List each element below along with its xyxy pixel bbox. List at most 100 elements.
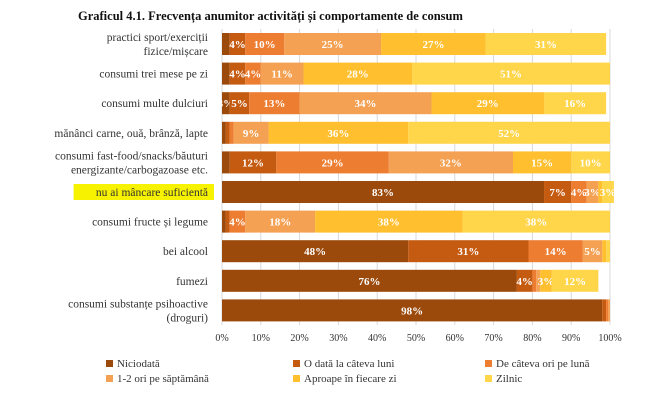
bar-segment [225, 121, 230, 144]
chart-title: Graficul 4.1. Frecvența anumitor activit… [78, 9, 463, 24]
data-label: 4% [229, 69, 246, 81]
category-label: consumi multe dulciuri [101, 98, 208, 110]
bar-segment [222, 299, 603, 322]
bar-segment [408, 121, 610, 144]
bar-segment [602, 299, 607, 322]
data-label: 98% [401, 305, 423, 317]
bar-segment [571, 151, 610, 174]
data-label: 3% [538, 276, 555, 288]
bar-segment [229, 62, 246, 85]
bar-segment [222, 151, 230, 174]
data-label: 7% [549, 187, 566, 199]
category-label: mănânci carne, ouă, brânză, lapte [54, 128, 208, 140]
legend-label: O dată la câteva luni [304, 358, 394, 370]
bar-segment [229, 121, 234, 144]
category-label-line: practici sport/exerciții [107, 32, 208, 44]
bar-segment [222, 62, 230, 85]
category-label-line: consumi substanțe psihoactive [68, 298, 208, 310]
x-tick-label: 60% [446, 333, 464, 344]
bar-segment [516, 269, 533, 292]
bar-segment [222, 121, 226, 144]
bar-segment [602, 240, 607, 263]
legend-swatch [293, 360, 300, 367]
data-label: 31% [535, 39, 557, 51]
category-label-line: fizice/mișcare [144, 46, 209, 58]
bar-segment [229, 33, 246, 55]
data-label: 5% [231, 98, 248, 110]
x-tick-label: 10% [252, 333, 270, 344]
bar-segment [245, 33, 285, 55]
data-label: 25% [322, 39, 344, 51]
bar-segment [544, 92, 607, 115]
bar-segment [222, 210, 226, 233]
data-label: 13% [263, 98, 285, 110]
data-label: 32% [440, 157, 462, 169]
x-tick-label: 70% [484, 333, 502, 344]
bar-segment [528, 240, 583, 263]
data-label: 9% [243, 128, 260, 140]
bar-segment [229, 210, 246, 233]
x-tick-label: 80% [523, 333, 541, 344]
legend-swatch [485, 375, 492, 382]
bar-segment [513, 151, 572, 174]
category-label: fumezi [176, 276, 208, 288]
category-label: consumi fast-food/snacks/băuturi energiza… [55, 150, 208, 176]
category-label: consumi trei mese pe zi [99, 69, 208, 81]
data-label: 4% [229, 217, 246, 229]
bar-segment [540, 269, 552, 292]
bar-segment [233, 121, 269, 144]
bar-segment [551, 269, 599, 292]
legend-label: 1-2 ori pe săptămână [117, 373, 209, 385]
data-label: 5% [584, 246, 601, 258]
data-label: 52% [498, 128, 520, 140]
bar-segment [412, 62, 610, 85]
bar-segment [260, 62, 304, 85]
bar-segment [381, 33, 486, 55]
bar-segment [222, 269, 517, 292]
legend-swatch [293, 375, 300, 382]
data-label: 15% [531, 157, 553, 169]
legend-label: Zilnic [496, 373, 522, 385]
category-label: bei alcool [163, 246, 208, 258]
bar-segment [408, 240, 529, 263]
data-label: 34% [355, 98, 377, 110]
bar-segment [388, 151, 513, 174]
data-label: 10% [254, 39, 276, 51]
bar-segment [299, 92, 432, 115]
category-label-line: energizante/carbogazoase etc. [71, 164, 208, 176]
category-label: consumi substanțe psihoactive (droguri) [68, 298, 208, 324]
bar-segment [268, 121, 409, 144]
x-tick-label: 30% [329, 333, 347, 344]
bar-segment [598, 181, 603, 203]
bar-segment [276, 151, 389, 174]
data-label: 11% [271, 69, 292, 81]
data-label: 83% [372, 187, 394, 199]
legend-swatch [485, 360, 492, 367]
legend: Niciodată O dată la câteva luni De câteva … [106, 358, 590, 385]
data-label: 36% [327, 128, 349, 140]
bar-segment [544, 181, 572, 203]
data-label: 76% [358, 276, 380, 288]
bar-segment [222, 181, 545, 203]
bar-segment [245, 62, 261, 85]
data-label: 3% [600, 187, 617, 199]
data-label: 51% [500, 69, 522, 81]
data-label: 4% [245, 69, 262, 81]
bar-segment [249, 92, 300, 115]
bar-segment [315, 210, 463, 233]
data-label: 29% [322, 157, 344, 169]
x-tick-label: 0% [215, 333, 228, 344]
bar-segment [225, 210, 230, 233]
legend-label: De câteva ori pe lună [496, 358, 590, 370]
data-label: 10% [580, 157, 602, 169]
bar-segment [222, 92, 230, 115]
x-tick-label: 40% [368, 333, 386, 344]
bar-segment [222, 33, 230, 55]
bar-segment [303, 62, 413, 85]
data-label: 18% [269, 217, 291, 229]
bar-segment [571, 181, 587, 203]
data-label: 27% [422, 39, 444, 51]
data-label: 31% [457, 246, 479, 258]
legend-label: Niciodată [117, 358, 160, 370]
